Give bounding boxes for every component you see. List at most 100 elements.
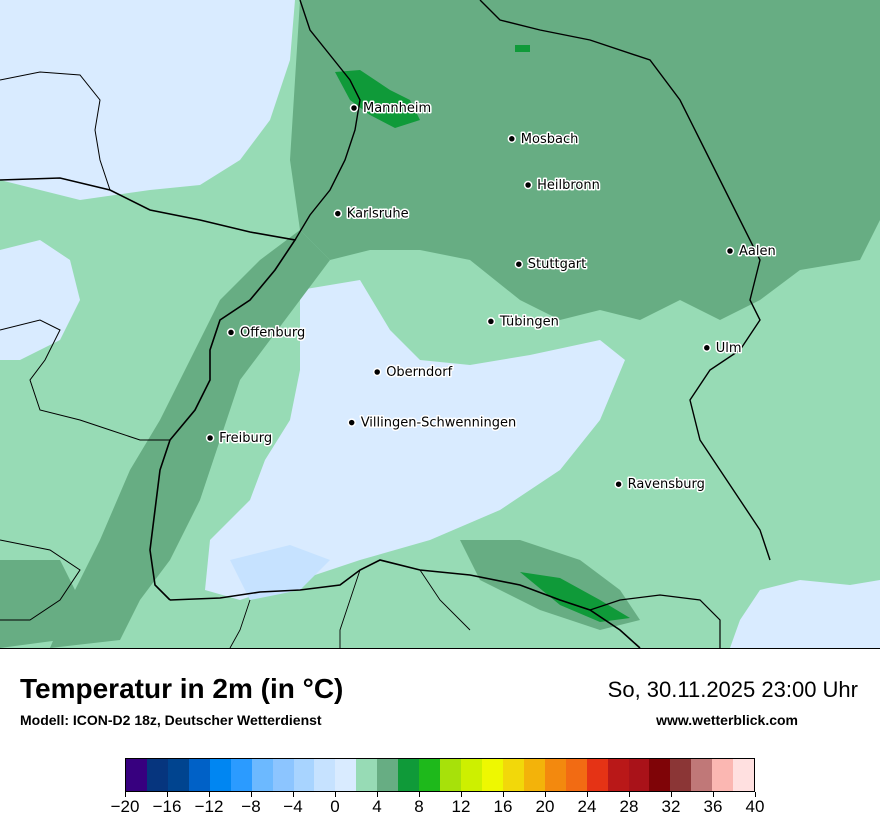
- colorbar-segment: [230, 759, 252, 791]
- map-canvas: Mannheim Mosbach Heilbronn Karlsruhe Aalen St…: [0, 0, 880, 648]
- colorbar-tick: [544, 792, 546, 797]
- colorbar-tick-label: 40: [745, 797, 765, 816]
- colorbar-segment: [167, 759, 189, 791]
- city-dot: [507, 134, 517, 144]
- colorbar-segment: [733, 759, 755, 791]
- colorbar-segment: [356, 759, 378, 791]
- colorbar-tick-label: −16: [152, 797, 182, 816]
- colorbar-segment: [293, 759, 315, 791]
- colorbar-tick-label: 0: [330, 797, 340, 816]
- colorbar-segment: [272, 759, 294, 791]
- city-dot: [486, 317, 496, 326]
- national-border-austria: [589, 594, 721, 648]
- colorbar-tick-label: −4: [283, 797, 303, 816]
- city-markers: Mannheim Mosbach Heilbronn Karlsruhe Aalen St…: [205, 100, 777, 494]
- colorbar-tick: [250, 792, 252, 797]
- city-label: Mosbach: [521, 132, 579, 147]
- region-mild-north: [290, 0, 880, 320]
- region-warm-top: [515, 45, 530, 52]
- city-label: Aalen: [739, 244, 776, 259]
- temperature-colorbar: [125, 758, 755, 792]
- region-cold-southeast: [730, 580, 880, 648]
- city-dot: [226, 328, 236, 337]
- state-border-east: [479, 0, 771, 561]
- colorbar-segment: [628, 759, 650, 791]
- colorbar-tick: [628, 792, 630, 797]
- colorbar-tick-label: 4: [372, 797, 382, 816]
- colorbar-segment: [146, 759, 168, 791]
- region-cold-northwest: [0, 0, 295, 200]
- colorbar-tick-label: 16: [493, 797, 513, 816]
- map-footer: Temperatur in 2m (in °C) Modell: ICON-D2…: [0, 648, 880, 831]
- colorbar-tick: [418, 792, 420, 797]
- colorbar-segment: [565, 759, 587, 791]
- website-link[interactable]: www.wetterblick.com: [656, 712, 798, 728]
- city-label: Ravensburg: [628, 477, 705, 492]
- city-dot: [349, 103, 359, 113]
- colorbar-segment: [502, 759, 524, 791]
- colorbar-tick: [208, 792, 210, 797]
- city-dot: [205, 433, 215, 443]
- colorbar-tick-label: 36: [703, 797, 723, 816]
- region-warm-lake: [520, 572, 630, 622]
- city-dot: [333, 209, 343, 218]
- state-border-north: [294, 0, 361, 241]
- colorbar-tick: [376, 792, 378, 797]
- region-cold-south: [230, 545, 330, 600]
- region-cold-blackforest: [205, 280, 625, 600]
- region-border-alsace: [0, 319, 170, 441]
- city-label: Karlsruhe: [347, 207, 409, 222]
- colorbar-tick: [292, 792, 294, 797]
- colorbar-segment: [544, 759, 566, 791]
- colorbar-tick-label: 32: [661, 797, 681, 816]
- region-border-south: [0, 539, 81, 621]
- city-label: Oberndorf: [386, 365, 452, 380]
- map-title: Temperatur in 2m (in °C): [20, 673, 344, 704]
- region-warm-mannheim: [335, 70, 420, 128]
- region-mild-rhine: [50, 230, 330, 648]
- colorbar-tick-label: 24: [577, 797, 597, 816]
- colorbar-tick-label: −12: [194, 797, 224, 816]
- city-label: Heilbronn: [537, 178, 600, 193]
- city-label: Offenburg: [240, 325, 305, 340]
- colorbar-segment: [209, 759, 231, 791]
- national-border-france: [0, 177, 297, 601]
- colorbar-segment: [607, 759, 629, 791]
- colorbar-segment: [649, 759, 671, 791]
- colorbar-segment: [251, 759, 273, 791]
- colorbar-segment: [188, 759, 210, 791]
- colorbar-segment: [481, 759, 503, 791]
- national-border-switzerland: [169, 559, 641, 648]
- colorbar-segment: [586, 759, 608, 791]
- model-source: Modell: ICON-D2 18z, Deutscher Wetterdie…: [20, 712, 322, 728]
- temperature-map[interactable]: Mannheim Mosbach Heilbronn Karlsruhe Aalen St…: [0, 0, 880, 648]
- colorbar-tick-label: 28: [619, 797, 639, 816]
- colorbar-tick-label: −8: [241, 797, 261, 816]
- city-label: Tübingen: [499, 314, 559, 329]
- colorbar-tick: [460, 792, 462, 797]
- city-dot: [523, 180, 533, 190]
- city-dot: [514, 259, 524, 269]
- colorbar-tick-label: 8: [414, 797, 424, 816]
- colorbar-tick-label: 12: [451, 797, 471, 816]
- colorbar-tick-label: 20: [535, 797, 555, 816]
- region-mild-southwest: [0, 560, 80, 648]
- city-dot: [614, 479, 623, 489]
- city-label: Villingen-Schwenningen: [361, 416, 517, 431]
- colorbar-tick: [334, 792, 336, 797]
- colorbar-segment: [419, 759, 441, 791]
- colorbar-tick: [166, 792, 168, 797]
- colorbar-segment: [691, 759, 713, 791]
- colorbar-ticks: −20 −16 −12 −8 −4 0 4 8 12 16 20 24 28 32 36 40: [111, 792, 764, 822]
- colorbar-tick: [670, 792, 672, 797]
- colorbar-tick: [124, 792, 126, 797]
- colorbar-segment: [335, 759, 357, 791]
- city-label: Mannheim: [363, 101, 431, 116]
- colorbar-segment: [712, 759, 734, 791]
- colorbar-segment: [440, 759, 461, 791]
- colorbar-tick: [502, 792, 504, 797]
- city-dot: [347, 418, 356, 427]
- colorbar-segment: [314, 759, 336, 791]
- colorbar-tick-label: −20: [110, 797, 140, 816]
- region-border-west: [0, 71, 111, 191]
